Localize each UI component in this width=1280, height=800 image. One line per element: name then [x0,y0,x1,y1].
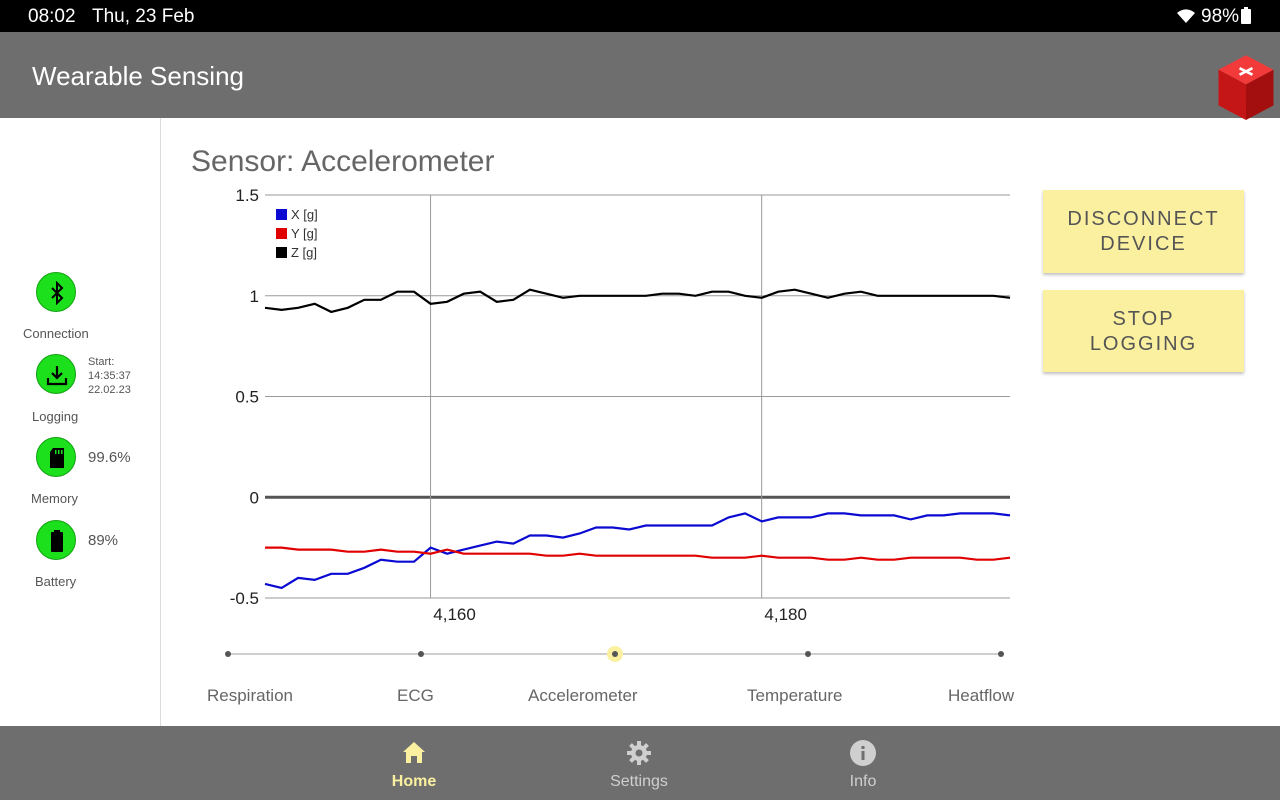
legend-label: Z [g] [291,245,317,260]
y-tick-label: -0.5 [230,589,259,608]
slider-option-temperature[interactable]: Temperature [747,686,843,705]
nav-home-label: Home [391,773,437,790]
info-icon [850,740,876,766]
slider-stop[interactable] [225,651,231,657]
y-tick-label: 1.5 [235,186,259,205]
legend-label: Y [g] [291,226,318,241]
y-tick-label: 1 [250,287,259,306]
slider-option-accelerometer[interactable]: Accelerometer [528,686,638,705]
x-tick-label: 4,180 [764,605,807,624]
memory-value: 99.6% [88,449,131,466]
battery-level-icon [51,530,63,552]
legend-swatch [276,209,287,220]
status-date: Thu, 23 Feb [92,6,195,27]
status-time: 08:02 [28,6,76,27]
slider-option-respiration[interactable]: Respiration [207,686,293,705]
accelerometer-chart[interactable]: 1.5 1 0.5 0 -0.5 4,160 4,180 X [g] Y [g] Z [g] [225,185,1015,630]
wifi-icon [1177,9,1195,23]
battery-value: 89% [88,532,119,549]
logging-start-info: Start: 14:35:37 22.02.23 [88,355,131,397]
legend-swatch [276,247,287,258]
status-sidebar: Connection Start: 14:35:37 22.02.23 Logg… [0,118,161,726]
battery-icon [1241,7,1251,24]
nav-settings-label: Settings [610,773,668,790]
slider-stop[interactable] [418,651,424,657]
x-tick-label: 4,160 [433,605,476,624]
stop-line2: LOGGING [1089,333,1198,355]
stop-logging-button[interactable]: STOP LOGGING [1043,290,1244,372]
nav-info[interactable]: Info [808,726,918,800]
legend-swatch [276,228,287,239]
bottom-navigation: Home Settings Info [0,726,1280,800]
status-bar: 08:02 Thu, 23 Feb 98% [0,0,1280,32]
slider-option-ecg[interactable]: ECG [397,686,434,705]
slider-stop[interactable] [805,651,811,657]
home-icon [403,742,425,763]
battery-status-indicator [36,520,76,560]
download-icon [46,366,68,386]
y-tick-label: 0.5 [235,388,259,407]
nav-home[interactable]: Home [359,726,469,800]
logging-start-title: Start: [88,356,115,368]
connection-status-indicator[interactable] [36,272,76,312]
series-line [264,512,1011,590]
sensor-title: Sensor: Accelerometer [191,145,495,178]
slider-stop[interactable] [998,651,1004,657]
legend-label: X [g] [291,207,318,222]
logging-label: Logging [32,409,79,424]
sensor-slider[interactable] [225,646,1004,662]
series-line [265,546,1011,561]
gear-icon [627,741,651,765]
app-bar: Wearable Sensing [0,32,1280,118]
sd-card-icon [50,448,64,468]
memory-label: Memory [31,491,78,506]
connection-label: Connection [23,326,89,341]
status-battery-text: 98% [1201,6,1240,27]
slider-option-heatflow[interactable]: Heatflow [948,686,1015,705]
logging-status-indicator[interactable] [36,354,76,394]
bluetooth-icon [51,281,64,305]
stop-line1: STOP [1112,308,1175,330]
nav-settings[interactable]: Settings [584,726,694,800]
series-line [264,288,1011,314]
disconnect-line1: DISCONNECT [1067,208,1220,230]
disconnect-line2: DEVICE [1100,233,1187,255]
app-logo-icon [1218,55,1274,120]
memory-status-indicator [36,437,76,477]
logging-start-time: 14:35:37 [88,370,131,382]
y-tick-label: 0 [250,488,259,507]
battery-label: Battery [35,574,77,589]
disconnect-device-button[interactable]: DISCONNECT DEVICE [1043,190,1244,273]
nav-info-label: Info [849,773,877,790]
slider-stop[interactable] [612,651,618,657]
logging-start-date: 22.02.23 [88,384,131,396]
app-title: Wearable Sensing [32,61,244,91]
